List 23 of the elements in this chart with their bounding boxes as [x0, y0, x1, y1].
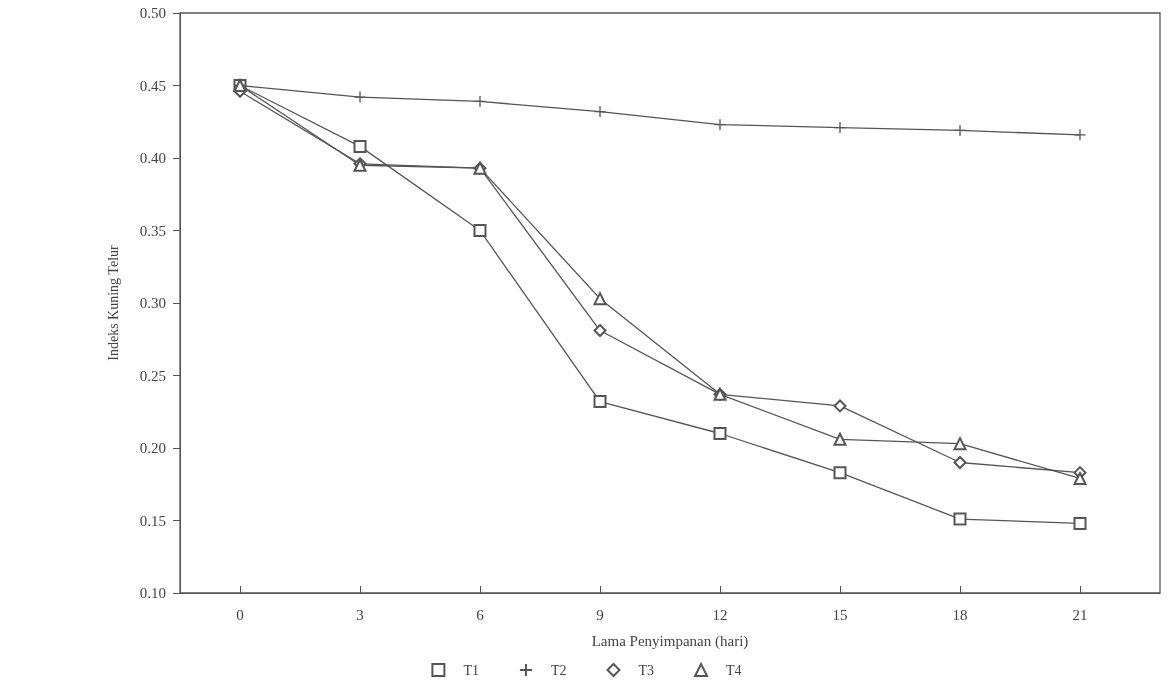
y-tick-label: 0.50 — [139, 5, 166, 21]
x-tick-label: 21 — [1072, 606, 1088, 623]
x-axis-title: Lama Penyimpanan (hari) — [591, 632, 749, 650]
x-tick-label: 18 — [952, 606, 968, 623]
y-axis-title: Indeks Kuning Telur — [105, 244, 121, 361]
x-tick-label: 0 — [236, 606, 244, 623]
x-tick-label: 3 — [356, 606, 364, 623]
x-tick-label: 9 — [596, 606, 604, 623]
x-tick-label: 6 — [476, 606, 485, 623]
y-tick-label: 0.20 — [139, 440, 166, 456]
legend-label: T3 — [638, 662, 655, 678]
y-tick-label: 0.25 — [139, 367, 166, 384]
y-tick-label: 0.30 — [139, 295, 166, 311]
y-tick-label: 0.45 — [139, 77, 166, 94]
x-tick-label: 15 — [832, 606, 848, 623]
y-tick-label: 0.10 — [139, 585, 166, 601]
legend-label: T1 — [463, 662, 479, 678]
y-tick-label: 0.40 — [139, 150, 166, 166]
legend-label: T4 — [726, 662, 742, 678]
y-tick-label: 0.35 — [139, 222, 166, 239]
y-tick-label: 0.15 — [139, 512, 166, 529]
x-tick-label: 12 — [712, 606, 728, 623]
legend-label: T2 — [550, 662, 567, 678]
